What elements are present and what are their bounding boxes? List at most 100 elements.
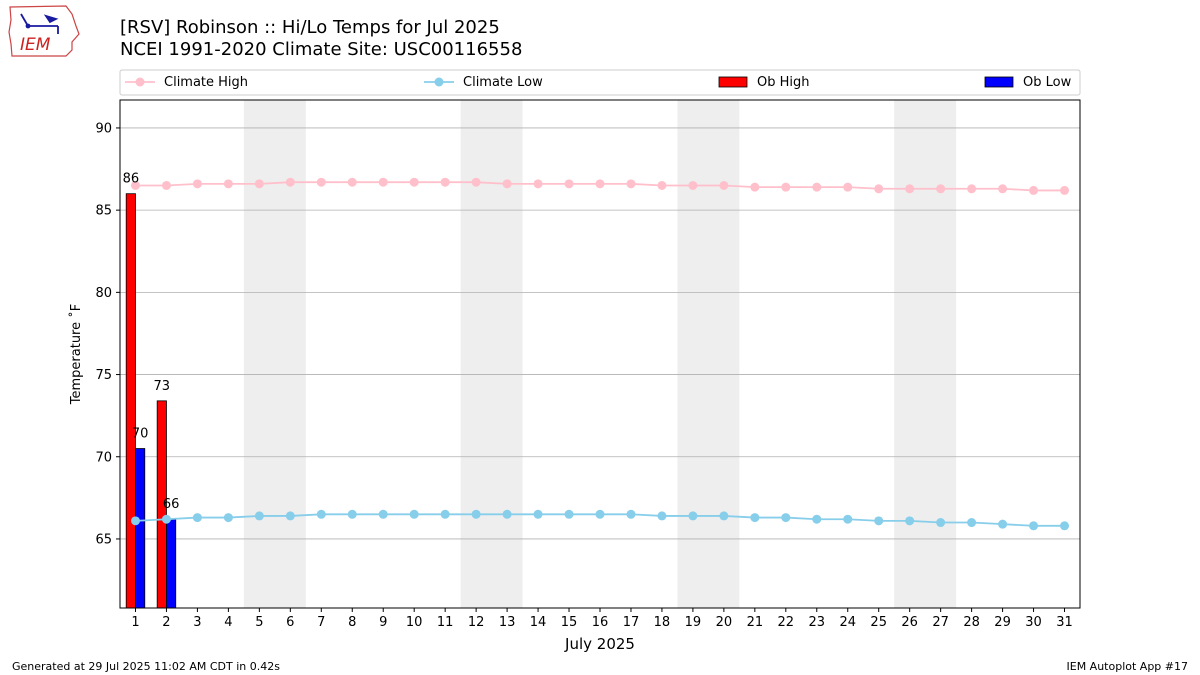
x-axis-ticks: 1 2 3 4 5 6 7 8 9 10 11 12 13 14 15 16 17 18 19 20 21 22 23 24 2… (131, 608, 1073, 630)
climate-high-point (533, 179, 543, 189)
climate-low-point (998, 519, 1008, 529)
weekend-shading (243, 100, 957, 608)
climate-low-point (502, 509, 512, 519)
climate-low-point (595, 509, 605, 519)
climate-low-point (378, 509, 388, 519)
x-tick-label: 15 (561, 615, 578, 630)
x-tick-label: 31 (1056, 615, 1073, 630)
x-tick-label: 29 (994, 615, 1011, 630)
legend-climate-high: Climate High (164, 75, 248, 90)
x-tick-label: 5 (255, 615, 263, 630)
x-tick-label: 2 (162, 615, 170, 630)
y-tick-label: 85 (95, 204, 112, 219)
ob-high-bar-label: 73 (154, 379, 171, 394)
gridlines (120, 127, 1080, 540)
climate-points (130, 177, 1070, 531)
climate-low-point (533, 509, 543, 519)
ob-low-bar (166, 518, 177, 609)
x-tick-label: 6 (286, 615, 294, 630)
chart-title: [RSV] Robinson :: Hi/Lo Temps for Jul 20… (120, 17, 500, 38)
climate-low-point (843, 514, 853, 524)
climate-high-point (161, 180, 171, 190)
ob-low-bar-label: 66 (163, 497, 180, 512)
climate-low-point (967, 518, 977, 528)
legend-frame (119, 69, 1081, 96)
x-tick-label: 24 (839, 615, 856, 630)
x-tick-label: 28 (963, 615, 980, 630)
y-tick-label: 75 (95, 368, 112, 383)
x-tick-label: 8 (348, 615, 356, 630)
climate-low-point (409, 509, 419, 519)
climate-high-point (130, 180, 140, 190)
climate-low-point (781, 513, 791, 523)
climate-low-point (130, 516, 140, 526)
x-tick-label: 27 (932, 615, 949, 630)
climate-high-point (502, 179, 512, 189)
climate-high-point (316, 177, 326, 187)
x-tick-label: 7 (317, 615, 325, 630)
x-tick-label: 9 (379, 615, 387, 630)
y-axis-ticks: 65 70 75 80 85 90 (95, 121, 120, 547)
climate-high-point (471, 177, 481, 187)
climate-low-point (254, 511, 264, 521)
x-tick-label: 20 (716, 615, 733, 630)
climate-low-point (347, 509, 357, 519)
climate-high-point (626, 179, 636, 189)
x-tick-label: 23 (809, 615, 826, 630)
x-tick-label: 18 (654, 615, 671, 630)
legend-climate-low: Climate Low (463, 75, 543, 90)
x-tick-label: 12 (468, 615, 485, 630)
climate-low-point (905, 516, 915, 526)
x-tick-label: 19 (685, 615, 702, 630)
climate-high-point (254, 179, 264, 189)
footer-app: IEM Autoplot App #17 (1066, 660, 1189, 673)
climate-high-point (378, 177, 388, 187)
logo-text: IEM (20, 35, 51, 55)
climate-low-point (657, 511, 667, 521)
x-tick-label: 3 (193, 615, 201, 630)
climate-low-point (1029, 521, 1039, 531)
climate-high-point (719, 180, 729, 190)
legend-ob-high: Ob High (757, 75, 810, 90)
climate-high-point (564, 179, 574, 189)
ob-high-bar (125, 193, 136, 609)
x-tick-label: 17 (623, 615, 640, 630)
climate-high-point (192, 179, 202, 189)
climate-high-point (1029, 185, 1039, 195)
climate-low-point (285, 511, 295, 521)
climate-high-point (874, 184, 884, 194)
iem-logo: IEM (6, 4, 82, 64)
climate-low-point (192, 513, 202, 523)
x-tick-label: 4 (224, 615, 232, 630)
climate-low-point (688, 511, 698, 521)
climate-high-point (688, 180, 698, 190)
x-tick-label: 25 (870, 615, 887, 630)
iowa-state-outline (8, 5, 80, 57)
climate-low-point (874, 516, 884, 526)
climate-high-point (905, 184, 915, 194)
x-tick-label: 13 (499, 615, 516, 630)
climate-high-point (595, 179, 605, 189)
y-axis-label: Temperature ˚F (68, 304, 84, 405)
x-tick-label: 14 (530, 615, 547, 630)
climate-high-point (781, 182, 791, 192)
climate-high-point (223, 179, 233, 189)
climate-low-point (223, 513, 233, 523)
legend: Climate High Climate Low Ob High Ob Low (119, 69, 1081, 96)
ob-low-bar-label: 70 (132, 427, 149, 442)
legend-climate-low-marker (434, 77, 444, 87)
climate-high-point (657, 180, 667, 190)
x-tick-label: 1 (131, 615, 139, 630)
climate-low-point (564, 509, 574, 519)
climate-low-point (750, 513, 760, 523)
legend-ob-high-swatch (718, 76, 748, 88)
climate-low-point (626, 509, 636, 519)
x-tick-label: 30 (1025, 615, 1042, 630)
y-tick-label: 65 (95, 532, 112, 547)
x-tick-label: 16 (592, 615, 609, 630)
climate-high-point (967, 184, 977, 194)
climate-high-point (409, 177, 419, 187)
climate-low-point (812, 514, 822, 524)
weekend-shade (677, 100, 740, 608)
